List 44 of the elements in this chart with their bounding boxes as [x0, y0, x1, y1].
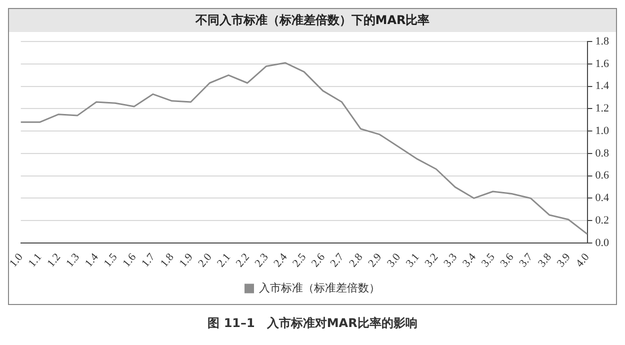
x-tick-label: 2.4 [272, 250, 290, 270]
x-tick-label: 1.2 [45, 251, 64, 270]
y-tick-label: 0.6 [595, 170, 610, 182]
y-tick-label: 0.4 [595, 192, 610, 204]
y-tick-label: 0.2 [595, 214, 609, 226]
x-tick-label: 3.4 [460, 250, 479, 270]
x-tick-label: 2.2 [234, 251, 252, 270]
legend-label: 入市标准（标准差倍数） [258, 281, 380, 294]
x-tick-label: 1.8 [158, 250, 177, 270]
x-tick-label: 1.4 [82, 250, 102, 270]
y-tick-label: 1.0 [595, 124, 610, 137]
x-tick-label: 2.8 [347, 250, 366, 270]
x-tick-label: 1.1 [26, 251, 44, 270]
x-tick-label: 1.6 [120, 250, 139, 270]
x-tick-label: 2.6 [309, 250, 328, 270]
y-tick-label: 0.8 [595, 147, 610, 160]
x-tick-label: 2.5 [290, 250, 309, 270]
x-tick-label: 2.1 [215, 251, 234, 270]
chart-title: 不同入市标准（标准差倍数）下的MAR比率 [9, 9, 616, 32]
x-tick-label: 3.0 [384, 250, 404, 270]
y-tick-label: 1.8 [595, 35, 610, 48]
x-tick-label: 3.2 [422, 251, 441, 270]
x-tick-label: 3.1 [404, 251, 422, 270]
x-tick-label: 2.7 [328, 250, 347, 270]
x-tick-label: 2.0 [196, 250, 214, 270]
y-tick-label: 1.6 [595, 58, 610, 70]
x-tick-label: 3.5 [479, 250, 498, 270]
x-tick-label: 3.9 [554, 250, 574, 270]
x-tick-label: 1.7 [139, 250, 158, 270]
x-tick-label: 1.5 [102, 250, 120, 270]
x-tick-label: 2.9 [366, 250, 384, 270]
x-tick-label: 1.0 [7, 250, 26, 270]
x-tick-label: 2.3 [252, 250, 272, 270]
x-tick-label: 3.6 [498, 250, 517, 270]
y-tick-label: 1.4 [595, 80, 610, 92]
caption: 图 11–1 入市标准对MAR比率的影响 [206, 315, 418, 332]
x-tick-label: 1.9 [177, 250, 196, 270]
y-tick-label: 1.2 [595, 102, 609, 115]
x-tick-label: 3.8 [536, 250, 554, 270]
x-tick-label: 3.3 [442, 250, 460, 270]
x-tick-label: 3.7 [517, 250, 536, 270]
x-tick-label: 1.3 [64, 250, 82, 270]
x-tick-label: 4.0 [574, 250, 592, 270]
y-tick-label: 0.0 [595, 236, 610, 249]
